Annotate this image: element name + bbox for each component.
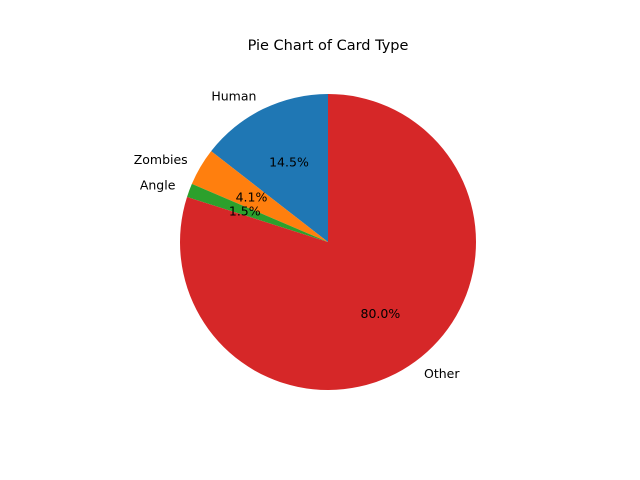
slice-percent-angle: 1.5% — [229, 204, 261, 219]
slice-label-human: Human — [211, 88, 256, 103]
pie-slice-zombies — [191, 151, 328, 242]
slice-label-angle: Angle — [140, 178, 176, 193]
pie-slice-other — [180, 94, 477, 390]
slice-percent-zombies: 4.1% — [236, 189, 268, 204]
slice-percent-human: 14.5% — [269, 155, 309, 170]
slice-percent-other: 80.0% — [361, 306, 401, 321]
slice-label-zombies: Zombies — [134, 152, 188, 167]
chart-title: Pie Chart of Card Type — [248, 38, 409, 54]
pie-slice-human — [211, 94, 328, 242]
pie-slices — [180, 94, 477, 390]
pie-labels: Human 14.5% Zombies 4.1% Angle 1.5% Other 80.0% — [134, 88, 461, 381]
slice-label-other: Other — [424, 366, 460, 381]
pie-slice-angle — [187, 183, 328, 242]
